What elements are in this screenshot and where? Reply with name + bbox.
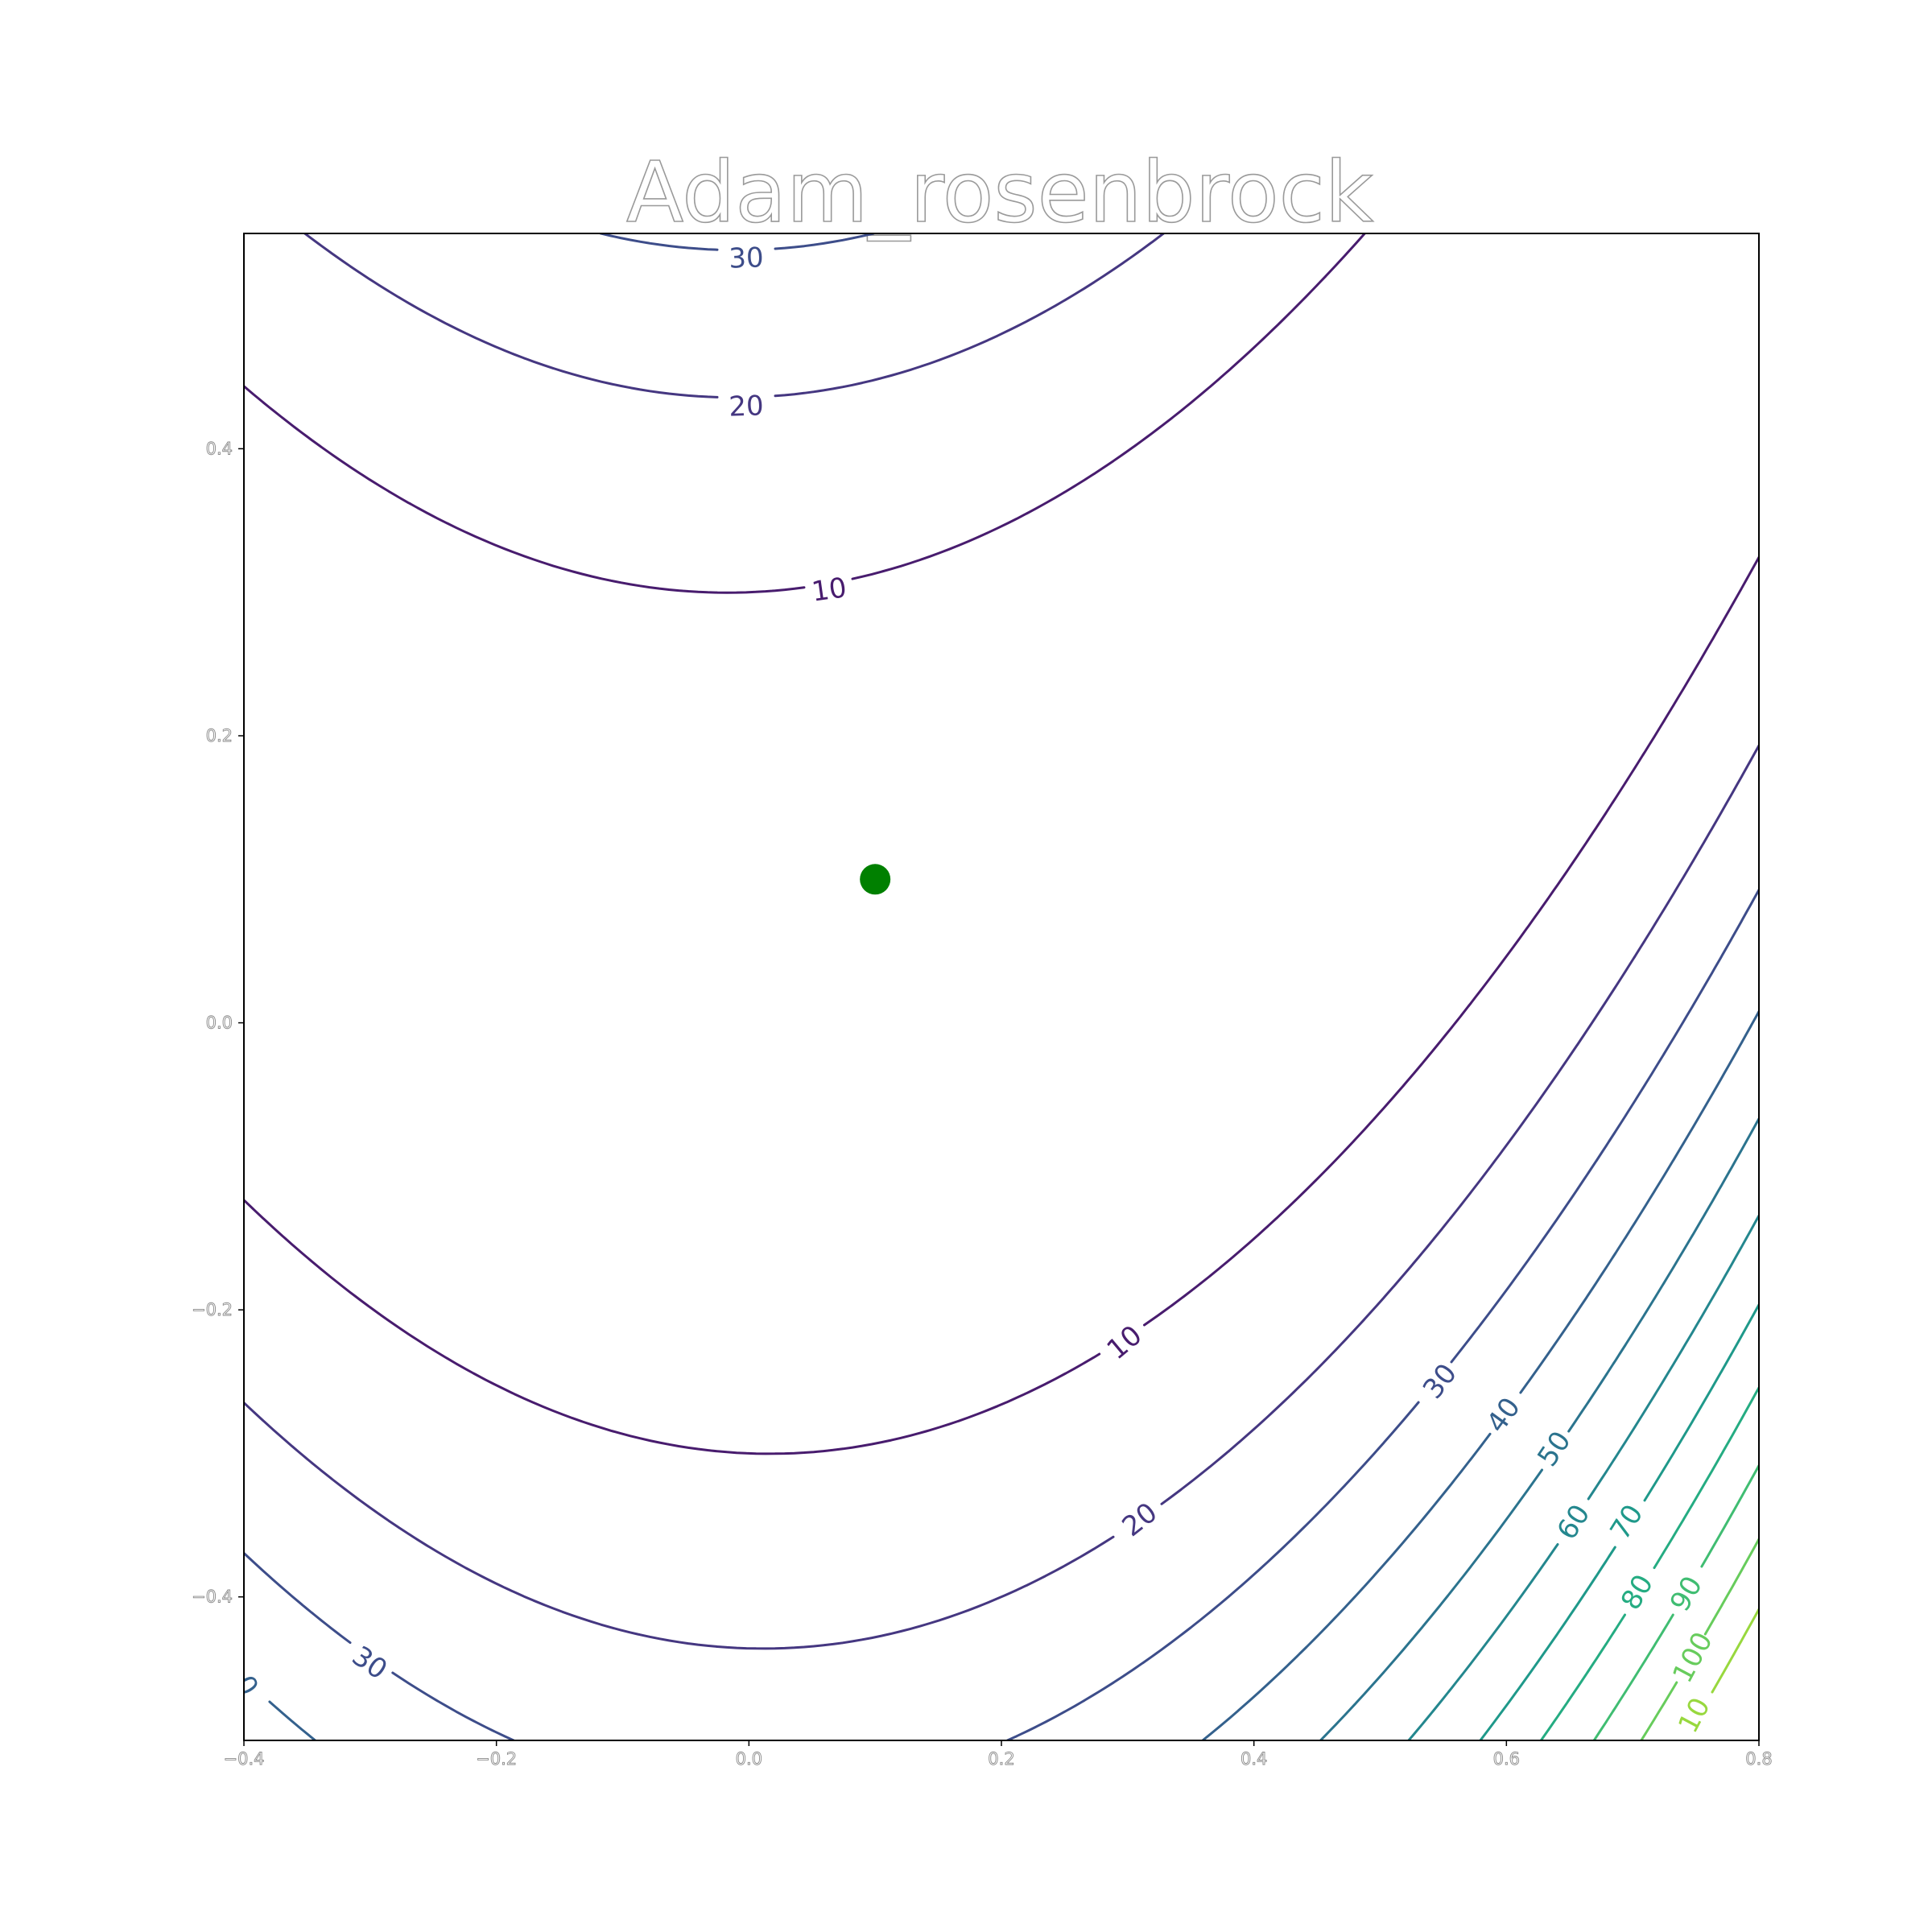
contour-label: 0 — [228, 1670, 264, 1702]
contour-line-50 — [1319, 1117, 1759, 1740]
y-tick-label: 0.2 — [206, 726, 233, 745]
contour-line-100 — [1640, 1538, 1759, 1740]
contour-label: 50 — [1531, 1426, 1577, 1472]
current-point-marker — [860, 864, 891, 895]
contour-label: 30 — [1417, 1358, 1463, 1406]
contour-line-40 — [268, 1010, 1759, 1740]
contour-label: 60 — [1551, 1499, 1597, 1546]
x-tick-label: 0.8 — [1745, 1749, 1772, 1769]
x-tick-label: 0.0 — [736, 1749, 762, 1769]
x-tick-label: 0.2 — [988, 1749, 1014, 1769]
contour-label: 10 — [810, 572, 848, 609]
contour-label: 80 — [1615, 1569, 1660, 1615]
y-tick-label: −0.4 — [192, 1587, 233, 1607]
y-tick-label: −0.2 — [192, 1300, 233, 1319]
contour-line-20 — [244, 233, 1759, 1650]
optimizer-point — [860, 864, 891, 895]
chart-title: Adam_rosenbrock — [626, 143, 1373, 242]
contour-label: 10 — [1101, 1319, 1149, 1366]
contour-line-90 — [1592, 1464, 1759, 1740]
contour-label: 100 — [1666, 1627, 1719, 1688]
x-tick-label: 0.6 — [1493, 1749, 1520, 1769]
contour-label: 30 — [729, 242, 765, 275]
x-tick-label: −0.4 — [224, 1749, 265, 1769]
contour-line-110 — [1711, 1608, 1759, 1694]
contour-label: 30 — [346, 1640, 393, 1686]
axis-ticks: −0.4 −0.2 0.0 0.2 0.4 0.6 0.8 −0.4 −0.2 0.0 0.2 0.4 — [192, 439, 1773, 1769]
contour-lines — [244, 233, 1759, 1740]
contour-line-10 — [244, 233, 1759, 1455]
x-tick-label: 0.4 — [1241, 1749, 1267, 1769]
contour-label: 20 — [729, 390, 765, 423]
contour-label: 70 — [1604, 1499, 1650, 1546]
contour-line-30 — [244, 233, 1759, 1740]
contour-label: 40 — [1480, 1392, 1527, 1439]
y-tick-label: 0.0 — [206, 1013, 233, 1033]
contour-label: 10 — [1672, 1693, 1717, 1739]
contour-line-80 — [1539, 1386, 1759, 1740]
contour-label: 90 — [1664, 1571, 1709, 1616]
axes-frame — [243, 233, 1760, 1741]
contour-label: 20 — [1117, 1496, 1164, 1543]
x-tick-label: −0.2 — [476, 1749, 517, 1769]
y-tick-label: 0.4 — [206, 439, 233, 458]
contour-line-60 — [1407, 1214, 1759, 1740]
